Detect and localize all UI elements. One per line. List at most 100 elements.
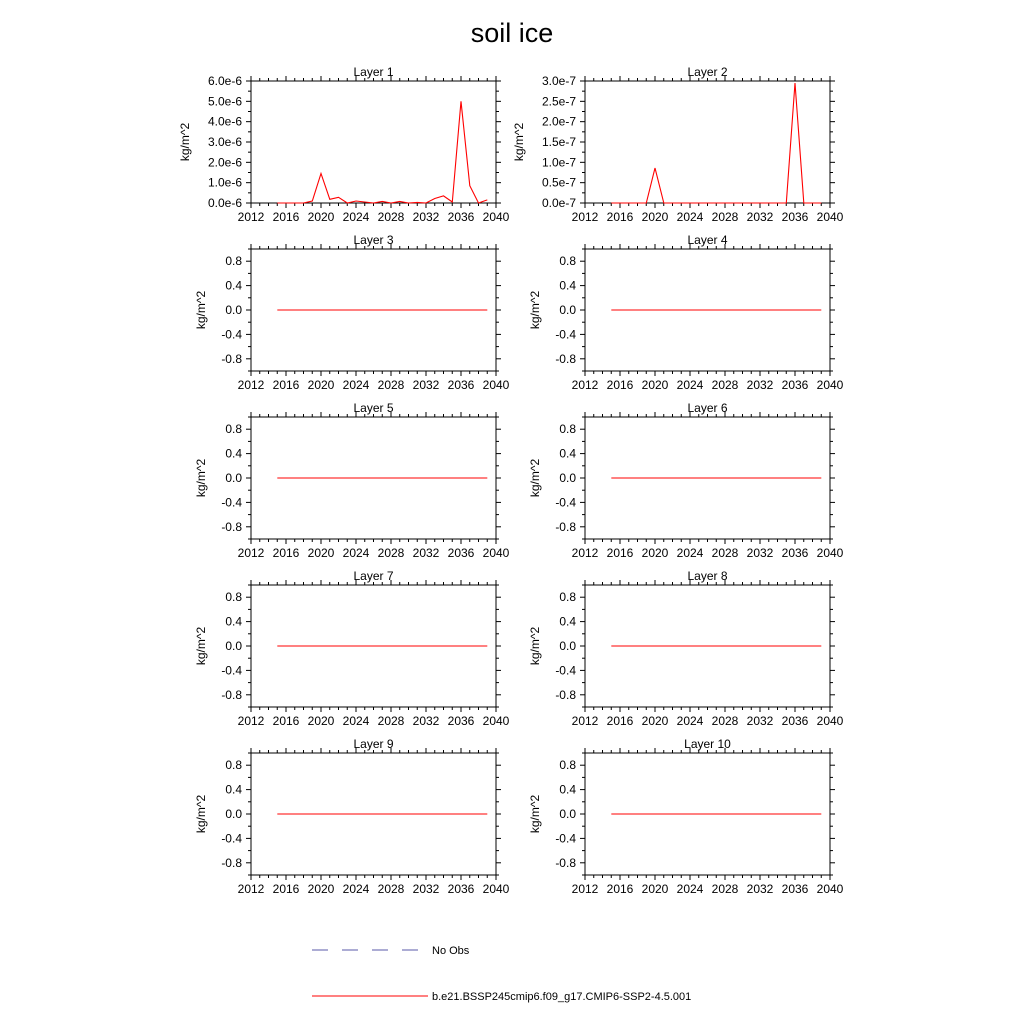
- y-tick-label: 0.8: [559, 590, 576, 604]
- x-tick-label-2012: 2012: [238, 714, 265, 728]
- x-tick-label-2012: 2012: [572, 546, 599, 560]
- y-tick-label: 0.4: [225, 447, 242, 461]
- x-tick-label-2024: 2024: [343, 546, 370, 560]
- x-tick-label-2032: 2032: [747, 378, 774, 392]
- x-tick-label-2040: 2040: [817, 210, 844, 224]
- panel-layer-6: Layer 6 2012 2016 2020 2024 2028 2032 2036 2040 -…: [528, 401, 844, 560]
- panel-title: Layer 4: [687, 233, 727, 247]
- y-tick-label: 0.0e-6: [208, 196, 242, 210]
- x-tick-label-2016: 2016: [273, 546, 300, 560]
- y-tick-label: 0.4: [225, 279, 242, 293]
- y-tick-label: 0.8: [559, 758, 576, 772]
- x-tick-label-2020: 2020: [642, 882, 669, 896]
- y-tick-label: 0.8: [559, 254, 576, 268]
- y-tick-label: 0.0: [225, 807, 242, 821]
- y-tick-label: -0.4: [555, 831, 576, 845]
- x-tick-label-2024: 2024: [677, 546, 704, 560]
- x-tick-label-2040: 2040: [817, 546, 844, 560]
- x-tick-label-2016: 2016: [607, 546, 634, 560]
- panel-title: Layer 5: [353, 401, 393, 415]
- y-axis-label: kg/m^2: [194, 291, 208, 330]
- x-tick-label-2036: 2036: [782, 546, 809, 560]
- panel-title: Layer 10: [684, 737, 731, 751]
- x-tick-label-2036: 2036: [782, 210, 809, 224]
- x-tick-label-2024: 2024: [677, 210, 704, 224]
- y-tick-label: 0.0: [225, 639, 242, 653]
- panel-layer-1: Layer 1 2012 2016 2020 2024 2028 2032 2036 2040 0…: [178, 65, 510, 224]
- y-tick-label: -0.8: [555, 688, 576, 702]
- x-tick-label-2020: 2020: [308, 546, 335, 560]
- x-tick-label-2024: 2024: [343, 378, 370, 392]
- y-tick-label: 1.5e-7: [542, 135, 576, 149]
- y-tick-label: -0.4: [221, 495, 242, 509]
- x-tick-label-2036: 2036: [448, 714, 475, 728]
- y-axis-label: kg/m^2: [178, 123, 192, 162]
- x-tick-label-2036: 2036: [448, 210, 475, 224]
- y-axis-label: kg/m^2: [528, 459, 542, 498]
- panel-layer-8: Layer 8 2012 2016 2020 2024 2028 2032 2036 2040 -…: [528, 569, 844, 728]
- x-tick-label-2032: 2032: [413, 210, 440, 224]
- x-tick-label-2028: 2028: [712, 546, 739, 560]
- x-tick-label-2040: 2040: [483, 210, 510, 224]
- y-tick-label: 0.0: [559, 303, 576, 317]
- y-tick-label: 0.8: [225, 590, 242, 604]
- series-line-layer-1: [277, 101, 488, 204]
- panel-title: Layer 2: [687, 65, 727, 79]
- x-tick-label-2036: 2036: [448, 882, 475, 896]
- x-tick-label-2032: 2032: [747, 210, 774, 224]
- y-tick-label: -0.8: [221, 856, 242, 870]
- x-tick-label-2020: 2020: [308, 714, 335, 728]
- y-tick-label: -0.8: [221, 688, 242, 702]
- x-tick-label-2020: 2020: [642, 210, 669, 224]
- x-tick-label-2016: 2016: [607, 714, 634, 728]
- x-tick-label-2012: 2012: [238, 378, 265, 392]
- y-tick-label: -0.4: [221, 831, 242, 845]
- y-tick-label: 0.4: [225, 615, 242, 629]
- y-tick-label: -0.8: [555, 352, 576, 366]
- y-tick-label: -0.4: [555, 663, 576, 677]
- y-tick-label: 0.4: [559, 783, 576, 797]
- x-tick-label-2016: 2016: [607, 210, 634, 224]
- y-tick-label: 0.0: [559, 471, 576, 485]
- y-axis-label: kg/m^2: [528, 291, 542, 330]
- x-tick-label-2012: 2012: [572, 882, 599, 896]
- x-tick-label-2032: 2032: [413, 882, 440, 896]
- y-tick-label: 0.0e-7: [542, 196, 576, 210]
- y-tick-label: 3.0e-7: [542, 74, 576, 88]
- x-tick-label-2040: 2040: [483, 882, 510, 896]
- x-tick-label-2020: 2020: [308, 210, 335, 224]
- y-axis-label: kg/m^2: [528, 627, 542, 666]
- x-tick-label-2036: 2036: [782, 882, 809, 896]
- x-tick-label-2040: 2040: [817, 714, 844, 728]
- panel-layer-7: Layer 7 2012 2016 2020 2024 2028 2032 2036 2040 -…: [194, 569, 510, 728]
- y-tick-label: 0.0: [225, 471, 242, 485]
- x-tick-label-2020: 2020: [642, 378, 669, 392]
- plot-frame: [584, 80, 831, 204]
- plot-frame: [250, 80, 497, 204]
- y-tick-label: 2.0e-7: [542, 115, 576, 129]
- y-tick-label: 1.0e-6: [208, 176, 242, 190]
- y-tick-label: 0.4: [225, 783, 242, 797]
- x-tick-label-2024: 2024: [343, 210, 370, 224]
- y-tick-label: 0.4: [559, 279, 576, 293]
- y-tick-label: 0.8: [225, 254, 242, 268]
- x-tick-label-2040: 2040: [483, 378, 510, 392]
- x-tick-label-2016: 2016: [273, 714, 300, 728]
- series-line-layer-2: [611, 82, 822, 204]
- y-tick-label: -0.8: [221, 352, 242, 366]
- x-tick-label-2028: 2028: [712, 882, 739, 896]
- x-tick-label-2032: 2032: [747, 882, 774, 896]
- x-tick-label-2012: 2012: [238, 882, 265, 896]
- panel-layer-2: Layer 2 2012 2016 2020 2024 2028 2032 2036 2040 0…: [512, 65, 844, 224]
- y-axis-label: kg/m^2: [194, 459, 208, 498]
- x-tick-label-2020: 2020: [308, 378, 335, 392]
- x-tick-label-2040: 2040: [817, 378, 844, 392]
- y-tick-label: 0.0: [559, 639, 576, 653]
- x-tick-label-2024: 2024: [343, 714, 370, 728]
- x-tick-label-2020: 2020: [642, 546, 669, 560]
- x-tick-label-2028: 2028: [378, 714, 405, 728]
- panel-layer-3: Layer 3 2012 2016 2020 2024 2028 2032 2036 2040 -…: [194, 233, 510, 392]
- x-tick-label-2024: 2024: [677, 378, 704, 392]
- y-tick-label: 2.5e-7: [542, 94, 576, 108]
- x-tick-label-2032: 2032: [413, 714, 440, 728]
